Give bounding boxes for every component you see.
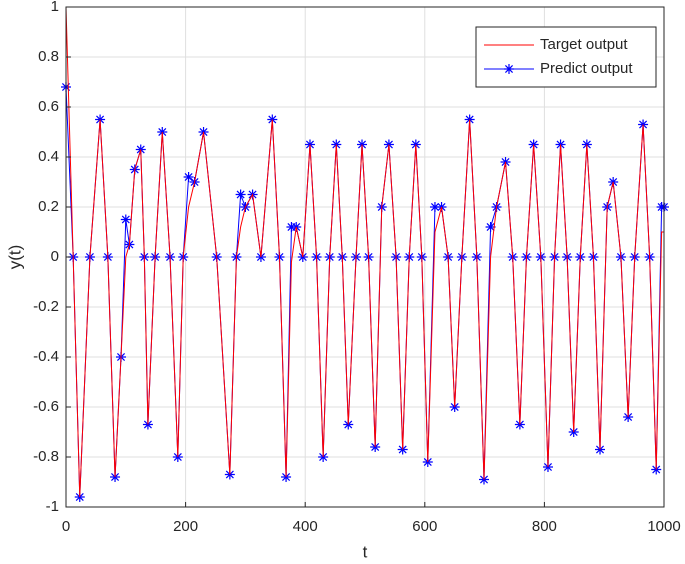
- y-tick-label: 0.2: [38, 198, 59, 215]
- lines: [61, 6, 669, 502]
- point-marker: [235, 189, 246, 200]
- y-tick-label: -0.6: [33, 398, 59, 415]
- y-tick-label: 0.8: [38, 48, 59, 65]
- y-tick-label: 0: [51, 248, 59, 265]
- x-tick-label: 0: [62, 518, 70, 535]
- x-tick-label: 1000: [647, 518, 680, 535]
- legend-box: [475, 26, 657, 88]
- grid: [65, 6, 665, 508]
- x-tick-label: 400: [293, 518, 318, 535]
- y-axis-label: y(t): [5, 245, 24, 270]
- x-tick-label: 200: [173, 518, 198, 535]
- legend-label: Target output: [540, 36, 628, 53]
- y-tick-label: -0.8: [33, 448, 59, 465]
- point-marker: [429, 202, 440, 212]
- y-tick-label: -0.4: [33, 348, 59, 365]
- series-line: [65, 6, 664, 498]
- legend-label: Predict output: [540, 60, 633, 77]
- y-tick-label: 1: [51, 0, 59, 15]
- legend-marker: [504, 64, 514, 74]
- x-tick-label: 600: [412, 518, 437, 535]
- x-axis-label: t: [363, 542, 368, 561]
- x-tick-label: 800: [532, 518, 557, 535]
- point-marker: [485, 222, 496, 232]
- y-tick-label: 0.4: [38, 148, 59, 165]
- y-tick-label: -1: [46, 498, 59, 515]
- point-marker: [183, 172, 194, 182]
- point-marker: [120, 214, 131, 225]
- y-tick-label: -0.2: [33, 298, 59, 315]
- legend: Target output Predict output: [475, 26, 657, 88]
- y-tick-label: 0.6: [38, 98, 59, 115]
